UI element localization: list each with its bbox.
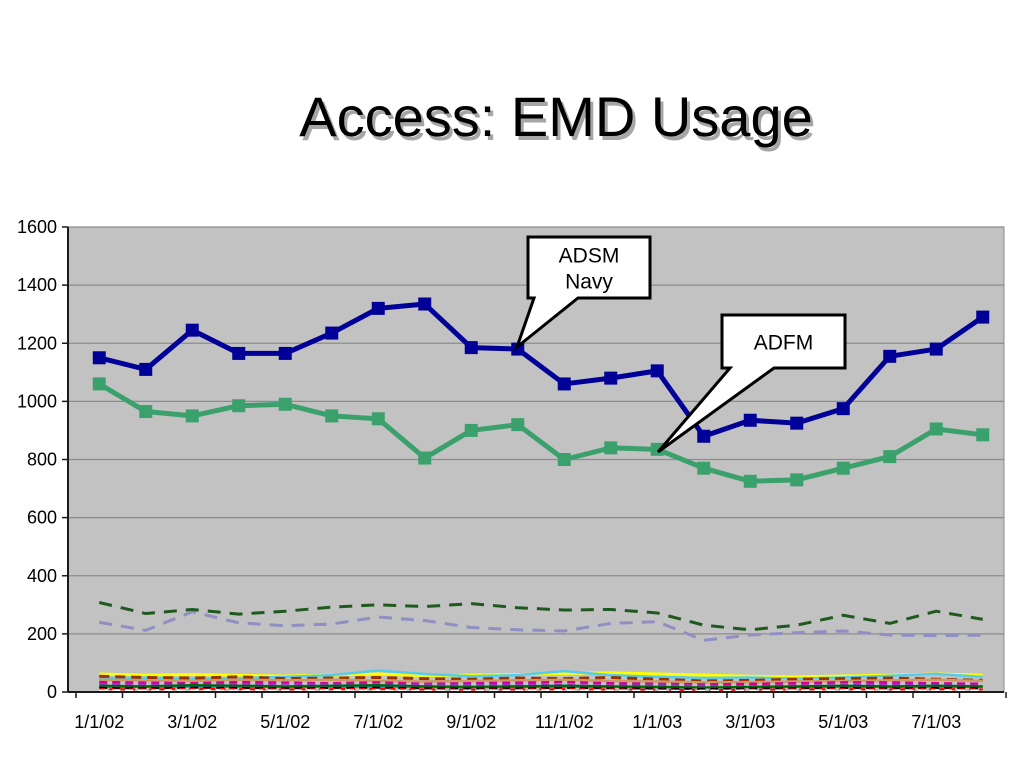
page-title: Access: EMD Usage: [299, 85, 813, 148]
data-point-marker-adfm: [929, 422, 943, 436]
series-line-adfm: [97, 381, 984, 484]
data-point-marker-adsm-navy: [464, 341, 478, 355]
data-point-marker-adfm: [464, 423, 478, 437]
series-line-minor: [99, 678, 983, 684]
data-point-marker-adsm-navy: [418, 297, 432, 311]
data-point-marker-adfm: [232, 399, 246, 413]
data-point-marker-adsm-navy: [790, 416, 804, 430]
data-point-marker-adsm-navy: [976, 310, 990, 324]
y-axis-label: 400: [27, 566, 57, 586]
x-axis-label: 7/1/02: [353, 712, 403, 732]
data-point-marker-adsm-navy: [278, 346, 292, 360]
data-point-marker-adsm-navy: [557, 377, 571, 391]
callout-label: ADFM: [754, 332, 814, 355]
series-line-minor: [99, 686, 983, 691]
data-point-marker-adsm-navy: [743, 413, 757, 427]
x-axis-label: 5/1/02: [260, 712, 310, 732]
series-line-minor: [98, 610, 983, 642]
data-point-marker-adsm-navy: [92, 351, 106, 365]
adfm-callout: [656, 313, 847, 454]
series-line-minor: [99, 674, 983, 683]
data-point-marker-adsm-navy: [604, 371, 618, 385]
series-line-minor: [99, 685, 983, 689]
y-axis-label: 1000: [17, 391, 57, 411]
y-axis-label: 1200: [17, 333, 57, 353]
series-line-adsm-navy: [98, 301, 985, 439]
series-line-minor: [99, 682, 983, 688]
data-point-marker-adfm: [325, 409, 339, 423]
y-axis-label: 1600: [17, 217, 57, 237]
series-line-minor: [99, 689, 983, 692]
data-point-marker-adfm: [371, 412, 385, 426]
y-axis-label: 200: [27, 624, 57, 644]
series-line-minor: [98, 601, 984, 632]
data-point-marker-adfm: [697, 461, 711, 475]
x-axis-label: 7/1/03: [911, 712, 961, 732]
data-point-marker-adfm: [790, 473, 804, 487]
series-line-minor: [99, 687, 983, 691]
data-point-marker-adfm: [743, 474, 757, 488]
data-point-marker-adfm: [418, 451, 432, 465]
data-point-marker-adsm-navy: [232, 346, 246, 360]
data-point-marker-adsm-navy: [883, 349, 897, 363]
y-axis-label: 800: [27, 450, 57, 470]
x-axis-label: 3/1/03: [725, 712, 775, 732]
x-axis-label: 1/1/03: [632, 712, 682, 732]
x-axis-label: 9/1/02: [446, 712, 496, 732]
x-axis-label: 11/1/02: [535, 712, 594, 732]
data-point-marker-adsm-navy: [697, 429, 711, 443]
data-point-marker-adfm: [883, 450, 897, 464]
callout-label: Navy: [565, 271, 613, 294]
data-point-marker-adfm: [604, 441, 618, 455]
data-point-marker-adfm: [92, 377, 106, 391]
y-axis-label: 0: [47, 682, 57, 702]
data-point-marker-adfm: [976, 428, 990, 442]
data-point-marker-adsm-navy: [185, 323, 199, 337]
data-point-marker-adsm-navy: [929, 342, 943, 356]
x-axis-label: 5/1/03: [818, 712, 868, 732]
x-axis-label: 1/1/02: [74, 712, 124, 732]
data-point-marker-adsm-navy: [836, 402, 850, 416]
x-axis-label: 3/1/02: [167, 712, 217, 732]
adsm-navy-callout: [513, 235, 652, 352]
data-point-marker-adfm: [836, 461, 850, 475]
data-point-marker-adfm: [511, 418, 525, 432]
callout-label: ADSM: [559, 245, 620, 268]
series-line-minor: [99, 684, 983, 689]
data-point-marker-adsm-navy: [511, 342, 525, 356]
data-point-marker-adfm: [557, 453, 571, 466]
data-point-marker-adsm-navy: [139, 362, 153, 376]
data-point-marker-adfm: [650, 442, 664, 456]
data-point-marker-adfm: [185, 409, 199, 423]
data-point-marker-adsm-navy: [325, 326, 339, 340]
data-point-marker-adsm-navy: [371, 301, 385, 315]
data-point-marker-adfm: [278, 397, 292, 411]
data-point-marker-adsm-navy: [650, 364, 664, 378]
data-point-marker-adfm: [139, 405, 153, 419]
y-axis-label: 1400: [17, 275, 57, 295]
y-axis-label: 600: [27, 508, 57, 528]
series-line-minor: [99, 680, 983, 686]
